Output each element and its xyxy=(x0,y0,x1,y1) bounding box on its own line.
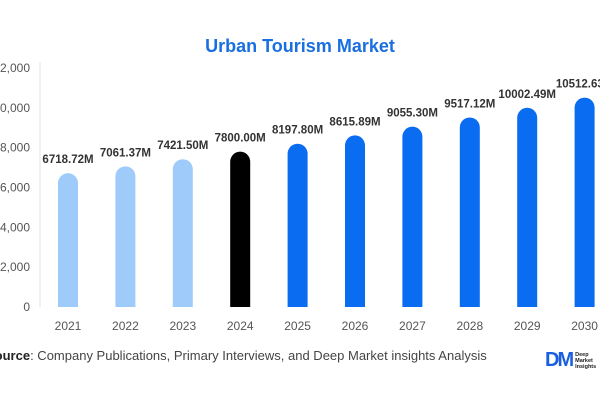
data-label: 8615.89M xyxy=(329,116,380,128)
bar-2026 xyxy=(345,135,365,307)
data-label: 10002.49M xyxy=(498,89,556,101)
x-tick-label: 2023 xyxy=(169,319,196,333)
bar-2021 xyxy=(58,173,78,307)
data-label: 7800.00M xyxy=(215,133,266,145)
bar-2029 xyxy=(517,107,538,307)
data-label: 9517.12M xyxy=(444,98,495,110)
y-tick-label: 2,000 xyxy=(0,260,30,274)
data-label: 7061.37M xyxy=(100,147,151,159)
logo-text-1: Deep xyxy=(575,351,589,358)
source-text: : Company Publications, Primary Intervie… xyxy=(30,348,487,363)
x-tick-label: 2029 xyxy=(514,319,541,333)
x-tick-label: 2022 xyxy=(112,319,139,333)
bar-2028 xyxy=(459,117,480,307)
x-tick-label: 2021 xyxy=(55,319,82,333)
bar-2027 xyxy=(402,126,423,307)
x-tick-label: 2024 xyxy=(227,319,254,333)
bar-2030 xyxy=(574,97,595,308)
bar-2025 xyxy=(287,143,308,307)
y-tick-label: 10,000 xyxy=(0,101,30,115)
logo-text-3: Insights xyxy=(575,363,597,370)
y-tick-label: 0 xyxy=(23,300,30,314)
logo: DM Deep Market Insights xyxy=(545,349,596,372)
bar-2023 xyxy=(172,159,193,307)
bar-2022 xyxy=(115,166,136,307)
y-tick-label: 12,000 xyxy=(0,61,30,75)
x-tick-label: 2030 xyxy=(571,319,598,333)
x-tick-label: 2028 xyxy=(456,319,483,333)
data-label: 9055.30M xyxy=(387,108,438,120)
logo-mark: DM xyxy=(545,349,574,371)
data-label: 6718.72M xyxy=(42,154,93,166)
logo-text-2: Market xyxy=(575,357,593,364)
y-tick-label: 6,000 xyxy=(0,181,30,195)
chart-title: Urban Tourism Market xyxy=(205,36,395,56)
bar-2024 xyxy=(230,151,251,307)
x-tick-label: 2027 xyxy=(399,319,426,333)
data-label: 8197.80M xyxy=(272,125,323,137)
y-tick-label: 8,000 xyxy=(0,141,30,155)
y-tick-label: 4,000 xyxy=(0,220,30,234)
x-tick-label: 2026 xyxy=(342,319,369,333)
source-note: Source: Company Publications, Primary In… xyxy=(0,348,487,363)
data-label: 10512.63M xyxy=(556,79,600,91)
data-label: 7421.50M xyxy=(157,140,208,152)
source-label: Source xyxy=(0,348,31,363)
x-tick-label: 2025 xyxy=(284,319,311,333)
